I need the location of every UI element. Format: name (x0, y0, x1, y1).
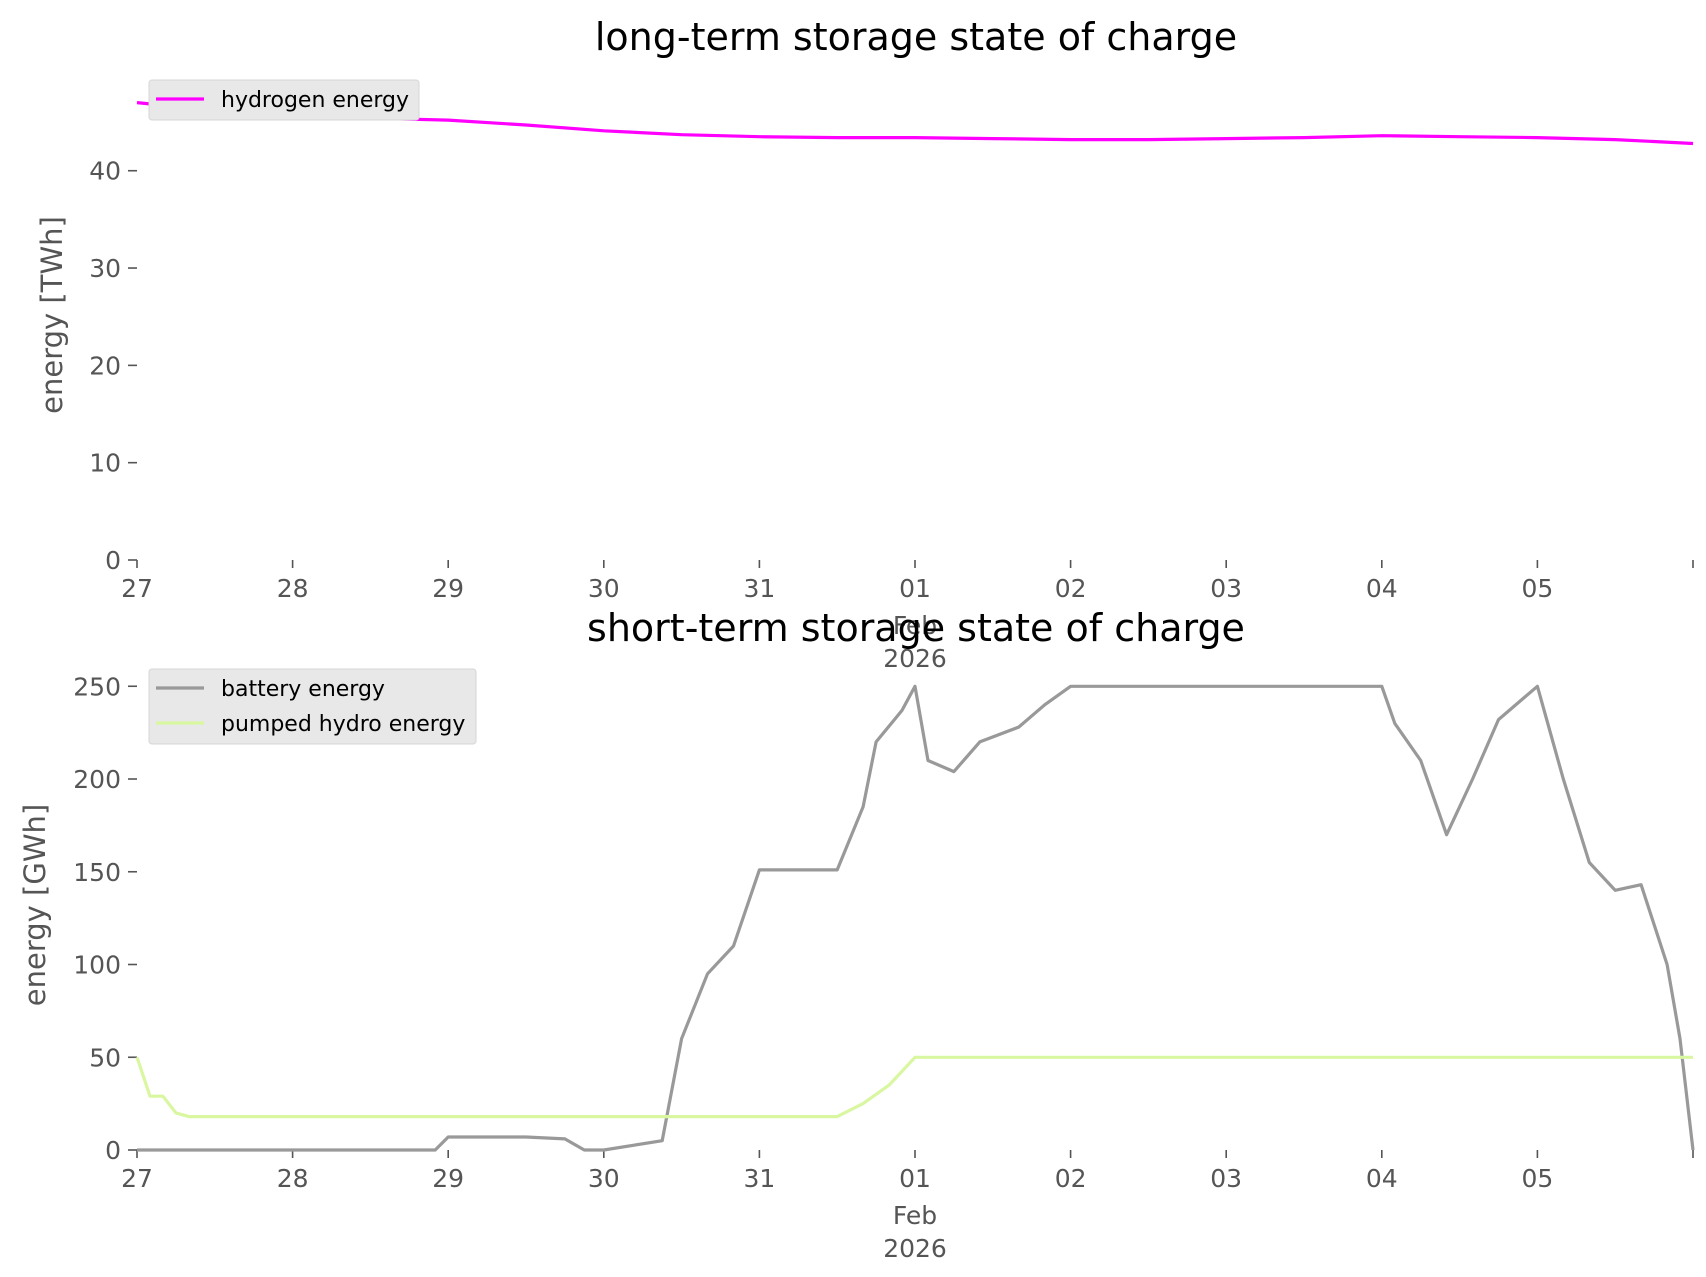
y-tick-label: 50 (89, 1043, 121, 1072)
long-term-chart-panel: long-term storage state of charge energy… (35, 15, 1694, 673)
x-tick-label: 01 (899, 1164, 931, 1193)
x-tick-sublabel: Feb (893, 611, 937, 640)
y-tick-label: 200 (73, 765, 121, 794)
series-line-battery-energy (137, 684, 1695, 1152)
x-tick-label: 04 (1366, 1164, 1398, 1193)
y-axis-label-short-term: energy [GWh] (18, 804, 52, 1006)
y-tick-label: 30 (89, 254, 121, 283)
y-tick-label: 0 (105, 1136, 121, 1165)
x-tick-label: 05 (1521, 574, 1553, 603)
chart-title-short-term: short-term storage state of charge (587, 606, 1245, 650)
x-tick-label: 02 (1055, 574, 1087, 603)
y-tick-label: 20 (89, 351, 121, 380)
x-tick-sublabel: Feb (893, 1201, 937, 1230)
y-tick-label: 10 (89, 449, 121, 478)
y-tick-label: 0 (105, 546, 121, 575)
legend-box (148, 79, 420, 121)
x-tick-label: 03 (1210, 574, 1242, 603)
y-tick-label: 40 (89, 157, 121, 186)
series-lines-short-term (135, 684, 1695, 1152)
x-tick-label: 28 (277, 1164, 309, 1193)
legend-long-term: hydrogen energy (148, 79, 420, 121)
y-ticks-short-term: 0 50 100 150 200 250 (73, 672, 137, 1165)
x-tick-label: 30 (588, 1164, 620, 1193)
x-tick-label: 27 (121, 1164, 153, 1193)
x-tick-label: 31 (743, 574, 775, 603)
x-tick-label: 04 (1366, 574, 1398, 603)
x-tick-sublabel: 2026 (883, 644, 947, 673)
y-tick-label: 150 (73, 858, 121, 887)
x-tick-label: 05 (1521, 1164, 1553, 1193)
series-line-pumped-hydro-energy (135, 1055, 1693, 1119)
x-tick-label: 01 (899, 574, 931, 603)
x-tick-label: 30 (588, 574, 620, 603)
x-ticks-short-term: 27 28 29 30 31 01 Feb 2026 02 03 04 05 (121, 1150, 1694, 1263)
y-tick-label: 250 (73, 672, 121, 701)
y-tick-label: 100 (73, 951, 121, 980)
y-ticks-long-term: 0 10 20 30 40 (89, 157, 137, 575)
y-axis-label-long-term: energy [TWh] (35, 216, 69, 414)
x-ticks-long-term: 27 28 29 30 31 01 Feb 2026 02 03 04 05 (121, 560, 1694, 673)
x-tick-label: 29 (432, 1164, 464, 1193)
x-tick-sublabel: 2026 (883, 1234, 947, 1263)
x-tick-label: 03 (1210, 1164, 1242, 1193)
x-tick-label: 28 (277, 574, 309, 603)
x-tick-label: 27 (121, 574, 153, 603)
x-tick-label: 29 (432, 574, 464, 603)
legend-box (148, 668, 477, 745)
chart-title-long-term: long-term storage state of charge (595, 15, 1237, 59)
legend-label: battery energy (221, 677, 385, 702)
legend-short-term: battery energy pumped hydro energy (148, 668, 477, 745)
x-tick-label: 31 (743, 1164, 775, 1193)
x-tick-label: 02 (1055, 1164, 1087, 1193)
legend-label: pumped hydro energy (221, 712, 465, 737)
legend-label: hydrogen energy (221, 88, 409, 113)
